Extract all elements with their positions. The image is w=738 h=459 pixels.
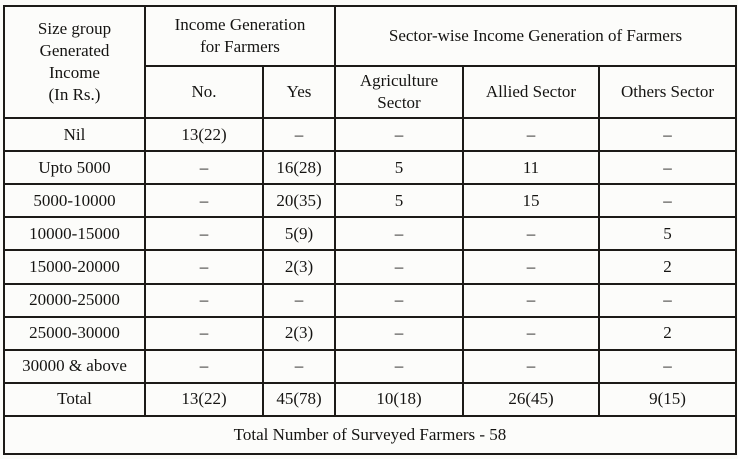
cell-agriculture: – <box>334 249 464 285</box>
cell-others: – <box>598 116 737 153</box>
table-row-nil: Nil 13(22) – – – – <box>3 116 737 153</box>
header-col-no: No. <box>144 65 264 119</box>
cell-yes: – <box>262 116 336 153</box>
cell-yes: 16(28) <box>262 150 336 186</box>
cell-others: – <box>598 348 737 384</box>
cell-allied: – <box>462 116 600 153</box>
cell-no: – <box>144 282 264 318</box>
income-generation-table: Size group Generated Income (In Rs.) Inc… <box>3 5 737 455</box>
cell-yes: 45(78) <box>262 381 336 418</box>
cell-agriculture: – <box>334 282 464 318</box>
cell-agriculture: 10(18) <box>334 381 464 418</box>
cell-agriculture: – <box>334 315 464 351</box>
header-sub-row: No. Yes Agriculture Sector Allied Sector… <box>4 65 737 119</box>
cell-others: 2 <box>598 315 737 351</box>
table-row-30000-above: 30000 & above – – – – – <box>3 348 737 384</box>
cell-agriculture: 5 <box>334 150 464 186</box>
cell-size-group: 30000 & above <box>3 348 146 384</box>
cell-others: – <box>598 150 737 186</box>
header-col-agriculture: Agriculture Sector <box>334 65 464 119</box>
cell-size-group: 5000-10000 <box>3 183 146 219</box>
cell-allied: 11 <box>462 150 600 186</box>
cell-yes: 2(3) <box>262 315 336 351</box>
cell-size-group: 20000-25000 <box>3 282 146 318</box>
cell-no: – <box>144 183 264 219</box>
table-body: Nil 13(22) – – – – Upto 5000 – 16(28) 5 … <box>3 116 737 418</box>
cell-others: 9(15) <box>598 381 737 418</box>
cell-size-group: 25000-30000 <box>3 315 146 351</box>
cell-yes: 2(3) <box>262 249 336 285</box>
cell-size-group: Total <box>3 381 146 418</box>
header-size-group: Size group Generated Income (In Rs.) <box>3 5 146 119</box>
cell-allied: – <box>462 348 600 384</box>
header-sector-wise-group: Sector-wise Income Generation of Farmers <box>334 5 737 67</box>
cell-allied: – <box>462 315 600 351</box>
cell-allied: 26(45) <box>462 381 600 418</box>
header-col-allied: Allied Sector <box>462 65 600 119</box>
cell-allied: – <box>462 216 600 252</box>
cell-allied: – <box>462 282 600 318</box>
footer-row: Total Number of Surveyed Farmers - 58 <box>3 415 737 455</box>
table-row-total: Total 13(22) 45(78) 10(18) 26(45) 9(15) <box>3 381 737 418</box>
cell-allied: – <box>462 249 600 285</box>
cell-no: – <box>144 150 264 186</box>
cell-size-group: Upto 5000 <box>3 150 146 186</box>
cell-no: – <box>144 249 264 285</box>
cell-agriculture: 5 <box>334 183 464 219</box>
cell-size-group: Nil <box>3 116 146 153</box>
cell-agriculture: – <box>334 116 464 153</box>
table-footer: Total Number of Surveyed Farmers - 58 <box>3 415 737 455</box>
header-income-generation-group: Income Generation for Farmers <box>144 5 336 67</box>
table-row-20000-25000: 20000-25000 – – – – – <box>3 282 737 318</box>
cell-no: – <box>144 348 264 384</box>
table-header: Size group Generated Income (In Rs.) Inc… <box>3 5 737 119</box>
header-col-yes: Yes <box>262 65 336 119</box>
cell-yes: 20(35) <box>262 183 336 219</box>
cell-no: – <box>144 216 264 252</box>
header-col-others: Others Sector <box>598 65 737 119</box>
cell-no: 13(22) <box>144 381 264 418</box>
cell-yes: 5(9) <box>262 216 336 252</box>
cell-yes: – <box>262 282 336 318</box>
table-row-5000-10000: 5000-10000 – 20(35) 5 15 – <box>3 183 737 219</box>
footer-note: Total Number of Surveyed Farmers - 58 <box>3 415 737 455</box>
cell-allied: 15 <box>462 183 600 219</box>
cell-no: 13(22) <box>144 116 264 153</box>
cell-others: 5 <box>598 216 737 252</box>
table-row-upto-5000: Upto 5000 – 16(28) 5 11 – <box>3 150 737 186</box>
cell-yes: – <box>262 348 336 384</box>
cell-others: 2 <box>598 249 737 285</box>
cell-agriculture: – <box>334 216 464 252</box>
table-row-25000-30000: 25000-30000 – 2(3) – – 2 <box>3 315 737 351</box>
cell-agriculture: – <box>334 348 464 384</box>
table-row-10000-15000: 10000-15000 – 5(9) – – 5 <box>3 216 737 252</box>
cell-others: – <box>598 282 737 318</box>
header-group-row: Size group Generated Income (In Rs.) Inc… <box>3 5 737 119</box>
cell-size-group: 15000-20000 <box>3 249 146 285</box>
cell-others: – <box>598 183 737 219</box>
cell-no: – <box>144 315 264 351</box>
table-row-15000-20000: 15000-20000 – 2(3) – – 2 <box>3 249 737 285</box>
cell-size-group: 10000-15000 <box>3 216 146 252</box>
